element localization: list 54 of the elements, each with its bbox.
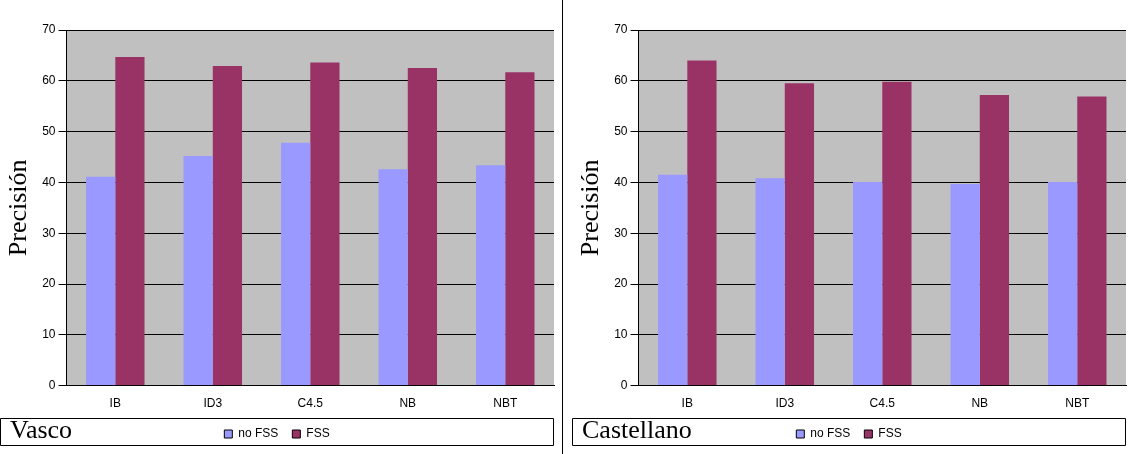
bar [378, 169, 408, 386]
bar [310, 62, 340, 386]
y-tick-label: 60 [614, 73, 628, 88]
x-tick-label: C4.5 [297, 396, 324, 411]
bar [755, 178, 785, 386]
bar [882, 81, 912, 386]
x-tick-label: IB [109, 396, 121, 411]
bar [853, 181, 883, 386]
y-tick-label: 60 [42, 73, 56, 88]
y-tick-label: 70 [42, 22, 56, 37]
text: Castellano [582, 415, 692, 445]
y-tick-label: 0 [48, 377, 56, 392]
y-tick-label: 20 [614, 276, 628, 291]
bar [407, 68, 438, 386]
x-tick-label: NB [399, 396, 417, 411]
x-tick-label: ID3 [203, 396, 223, 411]
x-tick-label: NBT [1065, 396, 1090, 411]
bar [115, 56, 145, 386]
legend-label: FSS [306, 426, 330, 441]
y-tick-label: 50 [614, 123, 628, 138]
x-tick-label: NB [971, 396, 989, 411]
bar [784, 83, 815, 386]
y-axis-title: Precisión [575, 159, 605, 257]
x-tick-label: IB [681, 396, 693, 411]
x-tick-label: ID3 [775, 396, 795, 411]
bar [687, 60, 717, 386]
bar [1048, 181, 1078, 386]
y-tick-label: 10 [42, 327, 56, 342]
y-axis-title: Precisión [3, 159, 33, 257]
bar [212, 66, 243, 386]
x-tick-label: NBT [493, 396, 518, 411]
legend-label: no FSS [238, 426, 279, 441]
y-tick-label: 30 [614, 225, 628, 240]
y-tick-label: 70 [614, 22, 628, 37]
bar [505, 72, 535, 386]
x-tick-label: C4.5 [869, 396, 896, 411]
y-tick-label: 40 [614, 174, 628, 189]
bar [183, 155, 213, 386]
legend-label: no FSS [810, 426, 851, 441]
bar [979, 95, 1010, 386]
y-tick-label: 10 [614, 327, 628, 342]
y-tick-label: 20 [42, 276, 56, 291]
y-tick-label: 0 [620, 377, 628, 392]
bar [476, 165, 506, 386]
bar [1077, 96, 1107, 386]
text: Vasco [10, 415, 73, 445]
y-tick-label: 30 [42, 225, 56, 240]
bar [950, 183, 980, 386]
legend-label: FSS [878, 426, 902, 441]
y-tick-label: 50 [42, 123, 56, 138]
y-tick-label: 40 [42, 174, 56, 189]
bar [658, 174, 688, 386]
bar [86, 176, 116, 386]
bar [281, 142, 311, 386]
